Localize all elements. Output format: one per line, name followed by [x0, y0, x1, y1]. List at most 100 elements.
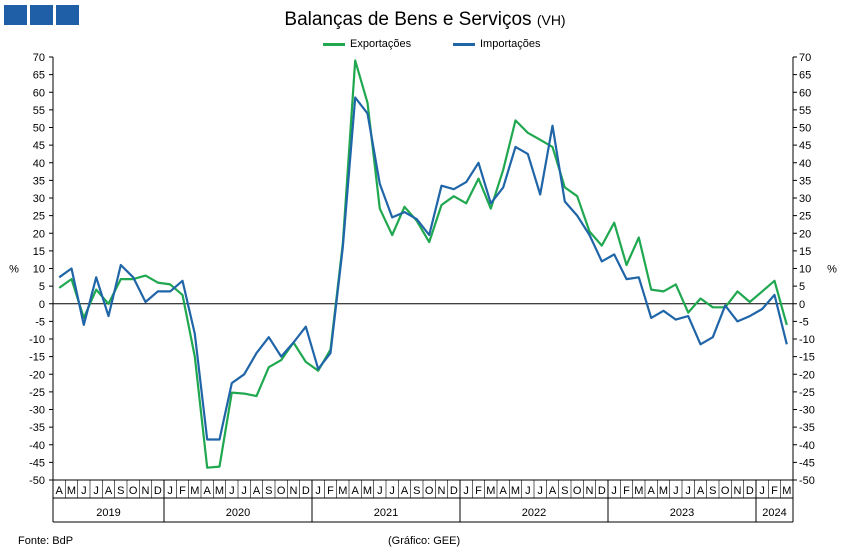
x-tick-label-month: N	[734, 485, 742, 497]
x-tick-label-month: M	[486, 485, 495, 497]
x-tick-label-month: J	[759, 485, 765, 497]
x-tick-label-month: A	[203, 485, 211, 497]
y-tick-label-left: 60	[33, 87, 45, 99]
y-tick-label-left: -35	[29, 422, 45, 434]
y-tick-label-left: 55	[33, 105, 45, 117]
x-tick-label-month: J	[537, 485, 543, 497]
legend-label-exports: Exportações	[350, 38, 412, 50]
x-tick-label-month: A	[55, 485, 63, 497]
logo-square	[30, 5, 53, 25]
x-tick-label-month: J	[377, 485, 383, 497]
logo-square	[4, 5, 27, 25]
y-tick-label-right: 35	[799, 175, 811, 187]
x-tick-label-month: O	[573, 485, 582, 497]
logo-square	[56, 5, 79, 25]
x-tick-label-month: S	[265, 485, 272, 497]
legend-item-imports: Importações	[453, 38, 541, 50]
y-tick-label-right: 25	[799, 211, 811, 223]
x-tick-label-year: 2022	[522, 507, 546, 519]
x-tick-label-month: A	[697, 485, 705, 497]
x-tick-label-month: F	[327, 485, 334, 497]
x-tick-label-month: J	[167, 485, 173, 497]
y-tick-label-right: -40	[799, 440, 815, 452]
x-tick-label-month: D	[302, 485, 310, 497]
x-tick-label-month: J	[685, 485, 691, 497]
y-tick-label-right: -20	[799, 369, 815, 381]
x-tick-label-year: 2024	[762, 507, 786, 519]
legend-label-imports: Importações	[480, 38, 541, 50]
credit-note: (Gráfico: GEE)	[388, 535, 461, 547]
x-tick-label-month: F	[475, 485, 482, 497]
x-tick-label-month: J	[525, 485, 531, 497]
y-tick-label-right: 0	[799, 299, 805, 311]
y-tick-label-right: -25	[799, 387, 815, 399]
x-tick-label-month: D	[746, 485, 754, 497]
x-tick-label-month: S	[709, 485, 716, 497]
y-tick-label-left: 35	[33, 175, 45, 187]
x-tick-label-month: M	[511, 485, 520, 497]
x-tick-label-month: S	[561, 485, 568, 497]
x-tick-label-month: F	[771, 485, 778, 497]
x-tick-label-month: F	[179, 485, 186, 497]
x-tick-label-month: J	[93, 485, 99, 497]
y-tick-label-left: -5	[35, 316, 45, 328]
logo	[4, 5, 79, 25]
y-tick-label-left: -50	[29, 475, 45, 487]
y-tick-label-left: 15	[33, 246, 45, 258]
y-tick-label-right: -50	[799, 475, 815, 487]
y-tick-label-left: 50	[33, 123, 45, 135]
x-tick-label-month: O	[277, 485, 286, 497]
y-tick-label-right: 5	[799, 281, 805, 293]
x-tick-label-month: A	[499, 485, 507, 497]
x-tick-label-month: M	[363, 485, 372, 497]
x-tick-label-month: O	[129, 485, 138, 497]
x-tick-label-month: J	[389, 485, 395, 497]
y-tick-label-right: -10	[799, 334, 815, 346]
y-axis-label-left: %	[9, 264, 19, 276]
x-tick-label-month: A	[549, 485, 557, 497]
x-tick-label-month: M	[67, 485, 76, 497]
x-tick-label-month: M	[634, 485, 643, 497]
series-line-exports	[58, 59, 788, 469]
y-tick-label-left: -15	[29, 352, 45, 364]
x-tick-label-month: F	[623, 485, 630, 497]
x-tick-label-month: M	[659, 485, 668, 497]
x-tick-label-month: N	[290, 485, 298, 497]
y-tick-label-right: 55	[799, 105, 811, 117]
y-tick-label-left: -40	[29, 440, 45, 452]
x-tick-label-month: S	[413, 485, 420, 497]
legend-item-exports: Exportações	[323, 38, 411, 50]
x-tick-label-month: M	[338, 485, 347, 497]
y-tick-label-left: 45	[33, 140, 45, 152]
legend-swatch-exports	[323, 42, 345, 46]
y-tick-label-left: -45	[29, 457, 45, 469]
x-tick-label-month: A	[647, 485, 655, 497]
x-tick-label-month: D	[450, 485, 458, 497]
y-tick-label-right: 30	[799, 193, 811, 205]
x-tick-label-year: 2023	[670, 507, 694, 519]
y-tick-label-left: 40	[33, 158, 45, 170]
y-tick-label-right: -30	[799, 405, 815, 417]
y-axis-label-right: %	[827, 264, 837, 276]
x-tick-label-month: J	[229, 485, 235, 497]
y-tick-label-left: 10	[33, 264, 45, 276]
x-tick-label-month: A	[105, 485, 113, 497]
x-tick-label-year: 2019	[96, 507, 120, 519]
y-tick-label-right: 65	[799, 70, 811, 82]
x-tick-label-month: J	[241, 485, 247, 497]
y-tick-label-left: 25	[33, 211, 45, 223]
series-line-imports	[58, 96, 788, 441]
y-tick-label-right: -45	[799, 457, 815, 469]
y-tick-label-right: 10	[799, 264, 811, 276]
x-tick-label-month: J	[81, 485, 87, 497]
y-tick-label-left: 0	[39, 299, 45, 311]
y-tick-label-left: 70	[33, 52, 45, 64]
y-tick-label-right: -35	[799, 422, 815, 434]
x-tick-label-month: J	[611, 485, 617, 497]
y-tick-label-left: 65	[33, 70, 45, 82]
x-tick-label-year: 2020	[226, 507, 250, 519]
x-tick-label-month: M	[215, 485, 224, 497]
x-tick-label-month: D	[598, 485, 606, 497]
x-tick-label-month: N	[586, 485, 594, 497]
x-tick-label-month: A	[351, 485, 359, 497]
